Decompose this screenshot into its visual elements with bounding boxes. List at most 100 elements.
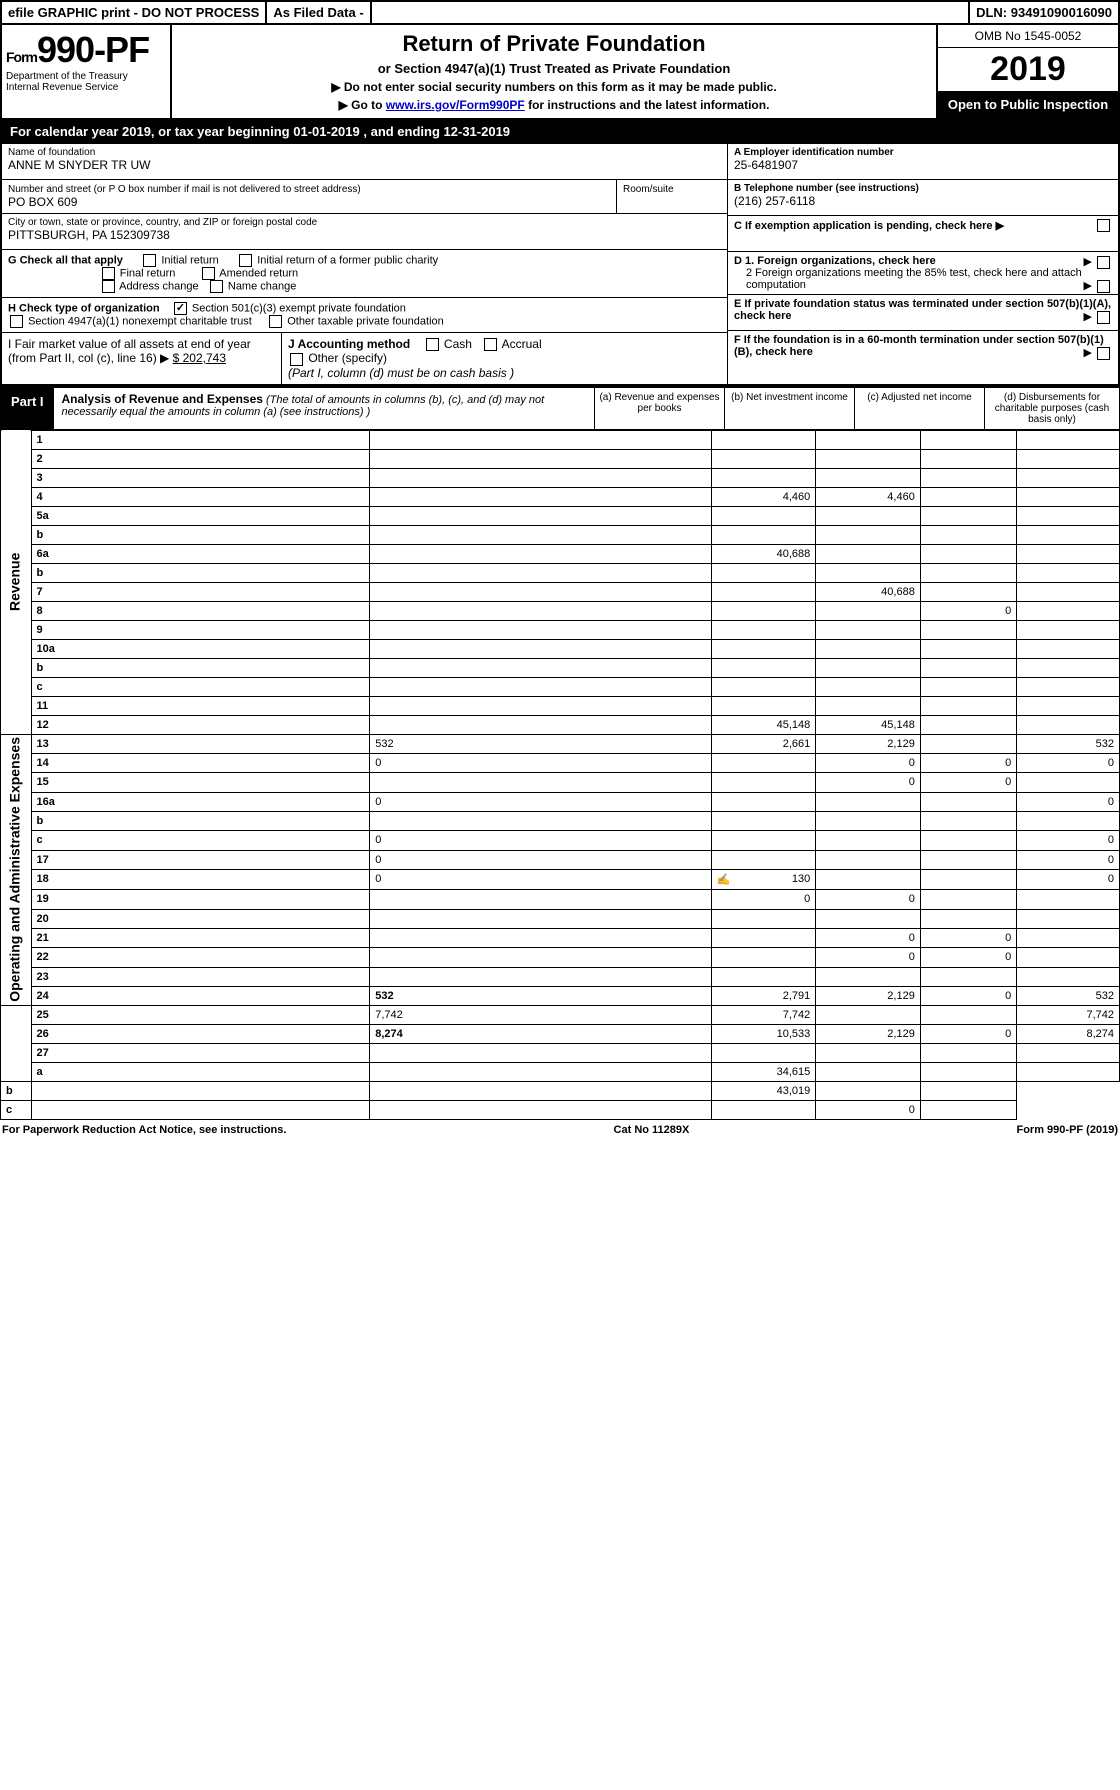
cell-col-d: [1017, 967, 1120, 986]
row-description: 532: [370, 734, 711, 753]
checkbox-name[interactable]: [210, 280, 223, 293]
row-number: b: [31, 563, 370, 582]
cell-col-b: [816, 967, 921, 986]
side-blank: [1, 1006, 32, 1082]
row-number: 27: [31, 1044, 370, 1063]
checkbox-amended[interactable]: [202, 267, 215, 280]
row-number: 25: [31, 1006, 370, 1025]
checkbox-other-method[interactable]: [290, 353, 303, 366]
cell-col-d: [1017, 506, 1120, 525]
cell-col-d: [920, 1082, 1016, 1101]
form-header: Form990-PF Department of the Treasury In…: [0, 25, 1120, 120]
cell-col-b: 45,148: [816, 715, 921, 734]
checkbox-c[interactable]: [1097, 219, 1110, 232]
col-c-header: (c) Adjusted net income: [854, 388, 984, 429]
table-row: 268,27410,5332,12908,274: [1, 1025, 1120, 1044]
checkbox-d2[interactable]: [1097, 280, 1110, 293]
cell-col-a: [711, 468, 816, 487]
cell-col-a: [711, 773, 816, 792]
row-description: [370, 715, 711, 734]
side-revenue: Revenue: [1, 430, 32, 734]
omb-number: OMB No 1545-0052: [938, 25, 1118, 48]
checkbox-initial-former[interactable]: [239, 254, 252, 267]
info-grid: Name of foundation ANNE M SNYDER TR UW N…: [0, 144, 1120, 386]
table-row: 1245,14845,148: [1, 715, 1120, 734]
dln-label: DLN:: [976, 5, 1007, 20]
checkbox-4947[interactable]: [10, 315, 23, 328]
cell-col-c: [920, 850, 1016, 869]
row-number: 17: [31, 850, 370, 869]
cell-col-d: [1017, 890, 1120, 909]
cell-col-b: [816, 1044, 921, 1063]
cell-col-b: 0: [816, 948, 921, 967]
checkbox-final[interactable]: [102, 267, 115, 280]
row-description: [370, 487, 711, 506]
table-row: c: [1, 677, 1120, 696]
row-number: 16a: [31, 792, 370, 811]
i-j-row: I Fair market value of all assets at end…: [2, 333, 727, 384]
row-description: [370, 506, 711, 525]
g-checkboxes: G Check all that apply Initial return In…: [2, 250, 727, 298]
cell-col-c: 0: [920, 986, 1016, 1006]
checkbox-d1[interactable]: [1097, 256, 1110, 269]
city-value: PITTSBURGH, PA 152309738: [8, 228, 721, 242]
cell-col-d: [1017, 430, 1120, 449]
cell-col-b: [816, 639, 921, 658]
checkbox-accrual[interactable]: [484, 338, 497, 351]
row-number: 26: [31, 1025, 370, 1044]
table-row: 5a: [1, 506, 1120, 525]
row-description: [370, 544, 711, 563]
dln-value: 93491090016090: [1011, 5, 1112, 20]
cell-col-b: [816, 869, 921, 889]
cell-col-a: [711, 658, 816, 677]
cell-col-b: [816, 601, 921, 620]
cell-col-a: 2,791: [711, 986, 816, 1006]
checkbox-initial[interactable]: [143, 254, 156, 267]
cell-col-d: [1017, 811, 1120, 830]
row-number: 3: [31, 468, 370, 487]
col-a-header: (a) Revenue and expenses per books: [594, 388, 724, 429]
cell-col-c: [920, 677, 1016, 696]
row-number: 11: [31, 696, 370, 715]
cell-col-d: 0: [1017, 792, 1120, 811]
cell-col-a: [711, 677, 816, 696]
row-description: [370, 890, 711, 909]
h-checkboxes: H Check type of organization Section 501…: [2, 298, 727, 333]
c-cell: C If exemption application is pending, c…: [728, 216, 1118, 252]
cell-col-c: 0: [920, 1025, 1016, 1044]
cell-col-b: [816, 909, 921, 928]
row-number: 23: [31, 967, 370, 986]
table-row: 80: [1, 601, 1120, 620]
checkbox-cash[interactable]: [426, 338, 439, 351]
cell-col-c: [920, 544, 1016, 563]
foundation-name-cell: Name of foundation ANNE M SNYDER TR UW: [2, 144, 727, 180]
cell-col-d: [1017, 487, 1120, 506]
cell-col-d: 7,742: [1017, 1006, 1120, 1025]
cell-col-d: 0: [1017, 753, 1120, 772]
main-table: Revenue12344,4604,4605ab6a40,688b740,688…: [0, 430, 1120, 1121]
checkbox-e[interactable]: [1097, 311, 1110, 324]
row-description: [370, 601, 711, 620]
tax-year: 2019: [938, 48, 1118, 91]
cell-col-a: [711, 601, 816, 620]
irs-link[interactable]: www.irs.gov/Form990PF: [386, 98, 525, 112]
row-number: 19: [31, 890, 370, 909]
row-number: 4: [31, 487, 370, 506]
cell-col-d: [1017, 582, 1120, 601]
row-number: 12: [31, 715, 370, 734]
cell-col-d: [1017, 715, 1120, 734]
checkbox-f[interactable]: [1097, 347, 1110, 360]
checkbox-other-tax[interactable]: [269, 315, 282, 328]
row-number: 1: [31, 430, 370, 449]
checkbox-address[interactable]: [102, 280, 115, 293]
cell-col-d: [1017, 909, 1120, 928]
cell-col-b: [816, 792, 921, 811]
checkbox-501c3[interactable]: [174, 302, 187, 315]
cell-col-c: [920, 582, 1016, 601]
phone-value: (216) 257-6118: [734, 194, 1112, 208]
row-description: 0: [370, 869, 711, 889]
address: PO BOX 609: [8, 195, 610, 209]
cell-col-c: 0: [920, 928, 1016, 947]
table-row: 3: [1, 468, 1120, 487]
cell-col-b: [816, 468, 921, 487]
